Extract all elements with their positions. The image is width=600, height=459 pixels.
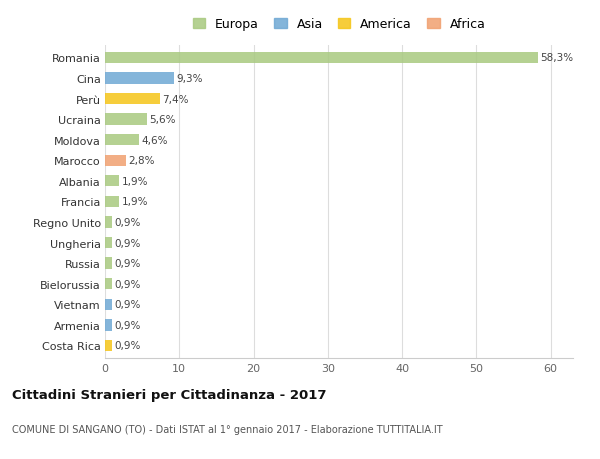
Text: Cittadini Stranieri per Cittadinanza - 2017: Cittadini Stranieri per Cittadinanza - 2… (12, 388, 326, 401)
Text: 58,3%: 58,3% (541, 53, 574, 63)
Bar (105, 73, 174, 84)
Bar (105, 53, 538, 64)
Bar (105, 340, 112, 351)
Text: 0,9%: 0,9% (114, 279, 140, 289)
Bar (105, 114, 146, 125)
Bar (105, 258, 112, 269)
Text: 9,3%: 9,3% (176, 74, 203, 84)
Legend: Europa, Asia, America, Africa: Europa, Asia, America, Africa (189, 15, 489, 35)
Text: 0,9%: 0,9% (114, 258, 140, 269)
Text: 7,4%: 7,4% (162, 94, 188, 104)
Text: 0,9%: 0,9% (114, 300, 140, 310)
Text: 0,9%: 0,9% (114, 320, 140, 330)
Bar (105, 299, 112, 310)
Text: COMUNE DI SANGANO (TO) - Dati ISTAT al 1° gennaio 2017 - Elaborazione TUTTITALIA: COMUNE DI SANGANO (TO) - Dati ISTAT al 1… (12, 425, 443, 435)
Text: 0,9%: 0,9% (114, 341, 140, 351)
Text: 0,9%: 0,9% (114, 238, 140, 248)
Bar (105, 196, 119, 207)
Bar (105, 319, 112, 331)
Text: 4,6%: 4,6% (142, 135, 168, 146)
Text: 1,9%: 1,9% (121, 176, 148, 186)
Text: 2,8%: 2,8% (128, 156, 155, 166)
Text: 5,6%: 5,6% (149, 115, 175, 125)
Bar (105, 155, 126, 167)
Bar (105, 134, 139, 146)
Bar (105, 237, 112, 249)
Bar (105, 94, 160, 105)
Bar (105, 279, 112, 290)
Bar (105, 217, 112, 228)
Text: 1,9%: 1,9% (121, 197, 148, 207)
Bar (105, 176, 119, 187)
Text: 0,9%: 0,9% (114, 218, 140, 228)
